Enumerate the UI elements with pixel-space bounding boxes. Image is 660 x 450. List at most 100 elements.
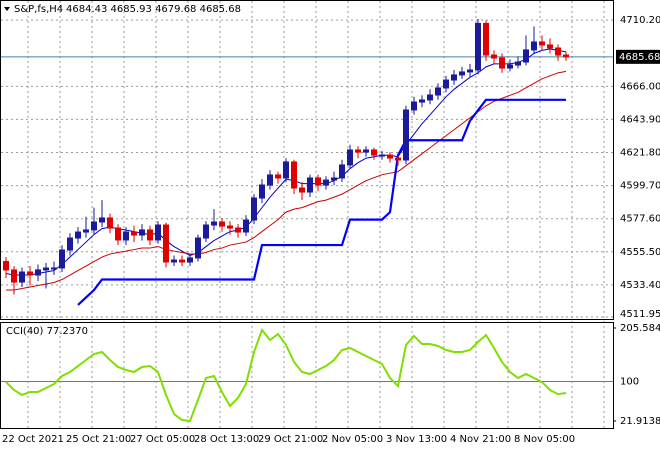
x-tick-label: 29 Oct 21:00 xyxy=(258,434,323,445)
cci-title: CCI(40) 77.2370 xyxy=(6,326,88,337)
candle-body xyxy=(387,154,393,159)
candle-body xyxy=(83,229,89,233)
cci-line xyxy=(5,328,567,423)
candle-body xyxy=(115,227,121,241)
last-price-box xyxy=(616,49,660,64)
candle-body xyxy=(131,231,137,236)
candle-body xyxy=(11,269,17,283)
candle-body xyxy=(475,22,481,71)
candle-body xyxy=(371,149,377,156)
candle-body xyxy=(67,237,73,251)
y-tick-label: 4621.80 xyxy=(620,148,660,159)
candle-body xyxy=(419,99,425,103)
candle-body xyxy=(555,47,561,56)
x-tick-label: 3 Nov 13:00 xyxy=(386,434,447,445)
y-tick-label: 4511.95 xyxy=(620,309,660,320)
x-tick-label: 27 Oct 05:00 xyxy=(130,434,195,445)
y-tick-label: 4533.40 xyxy=(620,280,660,291)
candle-body xyxy=(155,224,161,241)
candle-body xyxy=(211,221,217,226)
x-tick-label: 4 Nov 21:00 xyxy=(450,434,511,445)
candle-body xyxy=(563,54,569,58)
y-tick-label: 4577.60 xyxy=(620,214,660,225)
candle-body xyxy=(451,74,457,81)
candle-body xyxy=(315,177,321,186)
candle-body xyxy=(51,267,57,270)
candle-body xyxy=(123,231,129,241)
y-tick-label: 205.5842 xyxy=(620,323,660,334)
candle-body xyxy=(179,259,185,263)
last-price-label: 4685.68 xyxy=(619,52,660,63)
candle-body xyxy=(483,22,489,56)
candle-body xyxy=(259,184,265,199)
candle-body xyxy=(331,177,337,181)
y-tick-label: 4710.20 xyxy=(620,15,660,26)
x-tick-label: 8 Nov 05:00 xyxy=(514,434,575,445)
candle-body xyxy=(171,259,177,263)
candle-body xyxy=(243,219,249,233)
candle-body xyxy=(107,217,113,229)
candle-body xyxy=(187,257,193,263)
x-tick-label: 22 Oct 2021 xyxy=(2,434,64,445)
y-tick-label: 4666.00 xyxy=(620,81,660,92)
cci-pane-border xyxy=(0,322,614,429)
candle-body xyxy=(235,227,241,233)
candle-body xyxy=(195,237,201,259)
candle-body xyxy=(219,221,225,227)
candle-body xyxy=(163,224,169,263)
candle-body xyxy=(291,161,297,189)
candle-body xyxy=(347,149,353,166)
y-tick-label: 4643.90 xyxy=(620,114,660,125)
candle-body xyxy=(467,69,473,73)
candle-body xyxy=(403,109,409,161)
candle-body xyxy=(427,94,433,101)
menu-arrow[interactable] xyxy=(4,7,10,11)
candle-body xyxy=(499,57,505,69)
x-tick-label: 28 Oct 13:00 xyxy=(194,434,259,445)
candle-body xyxy=(435,87,441,96)
candle-body xyxy=(75,231,81,239)
candle-body xyxy=(3,261,9,271)
candle-body xyxy=(443,79,449,89)
candle-body xyxy=(35,269,41,276)
candle-body xyxy=(547,44,553,49)
candle-body xyxy=(411,101,417,111)
candle-body xyxy=(515,61,521,66)
candle-body xyxy=(267,174,273,186)
candle-body xyxy=(27,271,33,276)
candle-body xyxy=(363,149,369,153)
candle-body xyxy=(299,187,305,193)
candle-body xyxy=(91,221,97,231)
candle-body xyxy=(379,154,385,157)
candle-body xyxy=(283,161,289,179)
candle-body xyxy=(19,271,25,283)
candle-body xyxy=(307,177,313,193)
candle-body xyxy=(491,54,497,59)
x-tick-label: 2 Nov 05:00 xyxy=(322,434,383,445)
candle-body xyxy=(339,164,345,179)
candle-body xyxy=(227,225,233,229)
price-pane-border xyxy=(0,0,614,320)
candle-body xyxy=(203,224,209,239)
candle-body xyxy=(275,174,281,179)
candle-body xyxy=(539,41,545,46)
candle-body xyxy=(59,249,65,269)
candle-body xyxy=(395,157,401,161)
indicator-line xyxy=(77,98,566,306)
candle-body xyxy=(323,179,329,186)
ohlc-text: 4684.43 4685.93 4679.68 4685.68 xyxy=(66,4,241,15)
candle-body xyxy=(531,41,537,51)
candle-body xyxy=(99,217,105,223)
y-tick-label: 4599.70 xyxy=(620,181,660,192)
candle-body xyxy=(507,64,513,69)
candle-body xyxy=(355,149,361,153)
candle-body xyxy=(147,229,153,241)
y-tick-label: 21.9138 xyxy=(620,416,660,427)
x-tick-label: 25 Oct 21:00 xyxy=(66,434,131,445)
candle-body xyxy=(523,49,529,63)
y-tick-label: 4555.50 xyxy=(620,247,660,258)
candle-body xyxy=(459,71,465,76)
candle-body xyxy=(43,267,49,271)
symbol-title: S&P,fs,H4 xyxy=(14,4,63,15)
